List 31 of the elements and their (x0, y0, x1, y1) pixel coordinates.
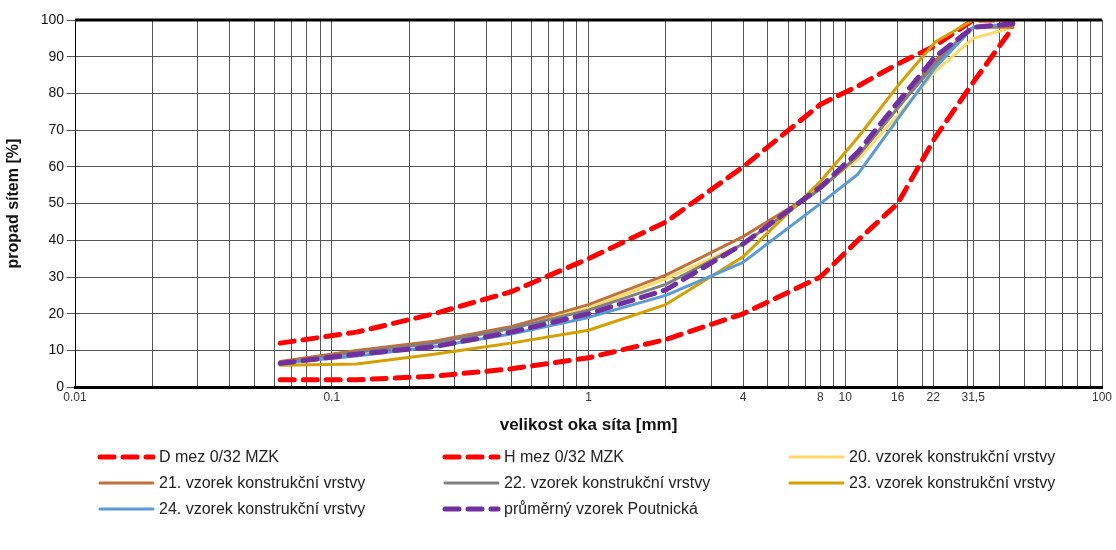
x-axis-title: velikost oka síta [mm] (499, 415, 678, 435)
legend-label: H mez 0/32 MZK (504, 448, 625, 466)
legend-label: 20. vzorek konstrukční vrstvy (849, 448, 1056, 466)
x-tick-label: 22 (926, 389, 941, 404)
x-tick-label: 4 (739, 389, 747, 404)
legend-label: 23. vzorek konstrukční vrstvy (849, 474, 1056, 492)
y-tick-label: 100 (40, 10, 65, 27)
x-tick-label: 0.01 (63, 389, 87, 404)
x-tick-label: 0.1 (323, 389, 341, 404)
x-tick-label: 10 (838, 389, 853, 404)
x-tick-label: 16 (890, 389, 905, 404)
x-tick-label: 100 (1091, 389, 1113, 404)
x-tick-label: 8 (817, 389, 825, 404)
y-tick-label: 0 (56, 378, 65, 395)
y-tick-label: 70 (48, 121, 65, 138)
y-tick-label: 20 (48, 304, 65, 321)
x-tick-label: 1 (585, 389, 593, 404)
legend-label: 24. vzorek konstrukční vrstvy (159, 500, 366, 518)
y-tick-label: 40 (48, 231, 65, 248)
y-tick-label: 50 (48, 194, 65, 211)
x-tick-label: 31,5 (961, 389, 986, 404)
legend-label: průměrný vzorek Poutnická (504, 500, 698, 518)
y-tick-label: 10 (48, 341, 65, 358)
y-tick-label: 80 (48, 84, 65, 101)
legend-label: D mez 0/32 MZK (159, 448, 280, 466)
y-tick-label: 60 (48, 157, 65, 174)
legend-label: 22. vzorek konstrukční vrstvy (504, 474, 711, 492)
y-axis-title: propad sítem [%] (4, 138, 22, 269)
legend-label: 21. vzorek konstrukční vrstvy (159, 474, 366, 492)
y-tick-label: 90 (48, 47, 65, 64)
y-tick-label: 30 (48, 267, 65, 284)
